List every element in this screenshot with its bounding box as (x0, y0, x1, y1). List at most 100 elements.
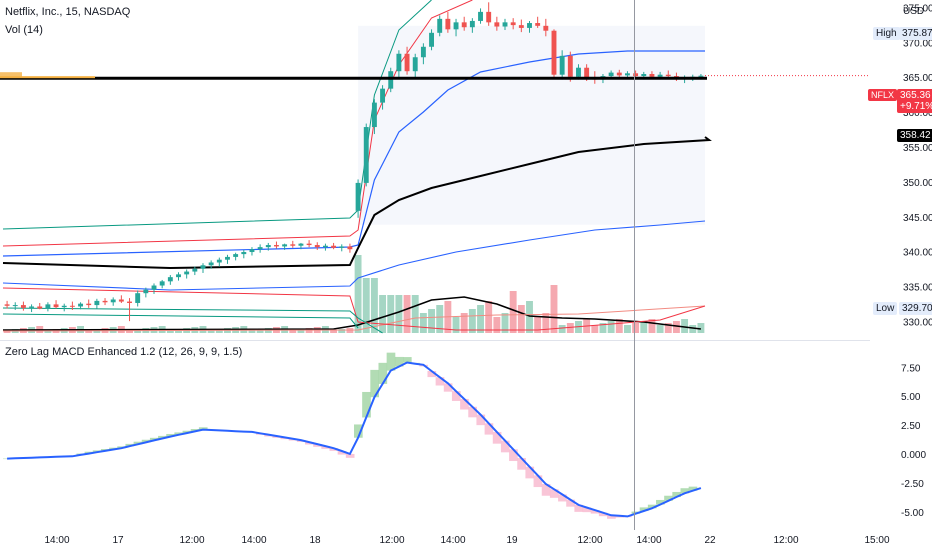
volume-bar (370, 278, 378, 333)
time-tick-label: 12:00 (379, 535, 404, 546)
candle-body (355, 182, 361, 211)
time-tick-label: 17 (112, 535, 124, 546)
candle-body (274, 245, 279, 247)
volume-bar (460, 313, 468, 333)
candle-body (551, 30, 557, 75)
candle-body (625, 73, 630, 76)
volume-average-line (2, 296, 701, 331)
candle-body (633, 73, 639, 77)
candle-body (192, 268, 198, 272)
volume-bar (289, 330, 297, 333)
candle-body (486, 11, 492, 23)
candle-body (641, 74, 647, 77)
lower-outer-band (2, 307, 383, 334)
candle-body (143, 289, 149, 294)
candle-body (453, 22, 459, 30)
macd-histogram-bar (141, 439, 151, 443)
candle-body (151, 285, 157, 290)
candle-body (184, 271, 190, 275)
macd-histogram-bar (354, 424, 363, 438)
indicator-legend[interactable]: Zero Lag MACD Enhanced 1.2 (12, 26, 9, 9… (5, 346, 242, 358)
low-label: Low (876, 303, 895, 314)
macd-pane[interactable] (3, 352, 702, 519)
candle-body (445, 18, 451, 30)
macd-histogram-bar (451, 391, 461, 401)
macd-histogram-bar (443, 383, 453, 392)
volume-bar (85, 330, 93, 333)
ma-value-badge: 358.42 (897, 129, 932, 142)
volume-bar (632, 323, 640, 333)
volume-bar (44, 330, 52, 333)
volume-bar (330, 330, 338, 333)
macd-histogram-bar (500, 440, 510, 453)
candle-body (314, 245, 320, 248)
candle-body (102, 300, 108, 303)
macd-histogram-bar (656, 499, 665, 505)
price-axis[interactable]: 370.00 365.00 360.00 355.00 350.00 345.00 340.… (903, 3, 932, 328)
volume-bar (558, 325, 566, 333)
macd-histogram (3, 352, 698, 519)
volume-bar (379, 295, 387, 333)
candle-body (118, 299, 124, 302)
candle-body (282, 244, 288, 247)
ticker-label: NFLX (871, 90, 895, 100)
candle-body (176, 274, 181, 278)
low-value-badge: 329.70 (899, 302, 932, 315)
price-pane[interactable] (0, 0, 870, 334)
macd-tick-label: 5.00 (901, 392, 921, 403)
macd-tick-label: -2.50 (901, 479, 924, 490)
macd-histogram-bar (598, 512, 608, 517)
macd-histogram-bar (427, 371, 437, 378)
macd-histogram-bar (149, 437, 159, 441)
volume-bar (664, 323, 672, 333)
volume-legend[interactable]: Vol (14) (5, 24, 43, 36)
candle-body (437, 18, 443, 33)
candle-body (86, 303, 92, 306)
orange-volume-profile (0, 72, 95, 79)
price-tick-label: 330.00 (903, 318, 932, 329)
price-tick-label: 355.00 (903, 143, 932, 154)
candles (4, 2, 704, 322)
volume-bar (354, 255, 362, 333)
candle-body (396, 53, 402, 72)
volume-bar (615, 319, 623, 333)
macd-axis[interactable]: 7.50 5.00 2.50 0.000 -2.50 -5.00 (901, 363, 926, 519)
macd-histogram-bar (525, 466, 535, 479)
volume-bar (640, 321, 648, 333)
time-tick-label: 18 (309, 535, 321, 546)
candle-body (404, 53, 410, 72)
time-axis[interactable]: 14:00 17 12:00 14:00 18 12:00 14:00 19 12:00 14:0… (44, 535, 889, 546)
candle-body (331, 245, 337, 248)
price-tick-label: 340.00 (903, 248, 932, 259)
candle-body (567, 55, 573, 77)
candle-body (502, 22, 508, 27)
candle-body (4, 304, 10, 306)
upper-inner-band (2, 50, 705, 257)
indicator-title: Zero Lag MACD Enhanced 1.2 (12, 26, 9, 9… (5, 346, 243, 358)
volume-bar (501, 313, 509, 333)
candle-body (110, 299, 116, 303)
candle-body (518, 25, 524, 28)
candle-body (412, 57, 418, 72)
price-tick-label: 335.00 (903, 283, 932, 294)
macd-histogram-bar (517, 457, 526, 470)
time-tick-label: 14:00 (636, 535, 661, 546)
macd-histogram-bar (158, 435, 167, 439)
candle-body (249, 249, 255, 253)
macd-histogram-bar (492, 431, 502, 444)
symbol-legend[interactable]: Netflix, Inc., 15, NASDAQ (5, 6, 130, 18)
volume-bar (591, 325, 599, 333)
volume-bar (599, 323, 607, 333)
candle-body (306, 243, 312, 246)
currency-label: USD (903, 6, 925, 17)
volume-bar (166, 330, 174, 333)
low-badge: Low (873, 302, 898, 315)
macd-histogram-bar (509, 449, 518, 462)
macd-histogram-bar (484, 423, 494, 435)
candle-body (380, 88, 386, 103)
candle-body (371, 102, 377, 128)
candle-body (665, 74, 671, 77)
candle-body (608, 72, 614, 77)
macd-line (7, 361, 702, 518)
